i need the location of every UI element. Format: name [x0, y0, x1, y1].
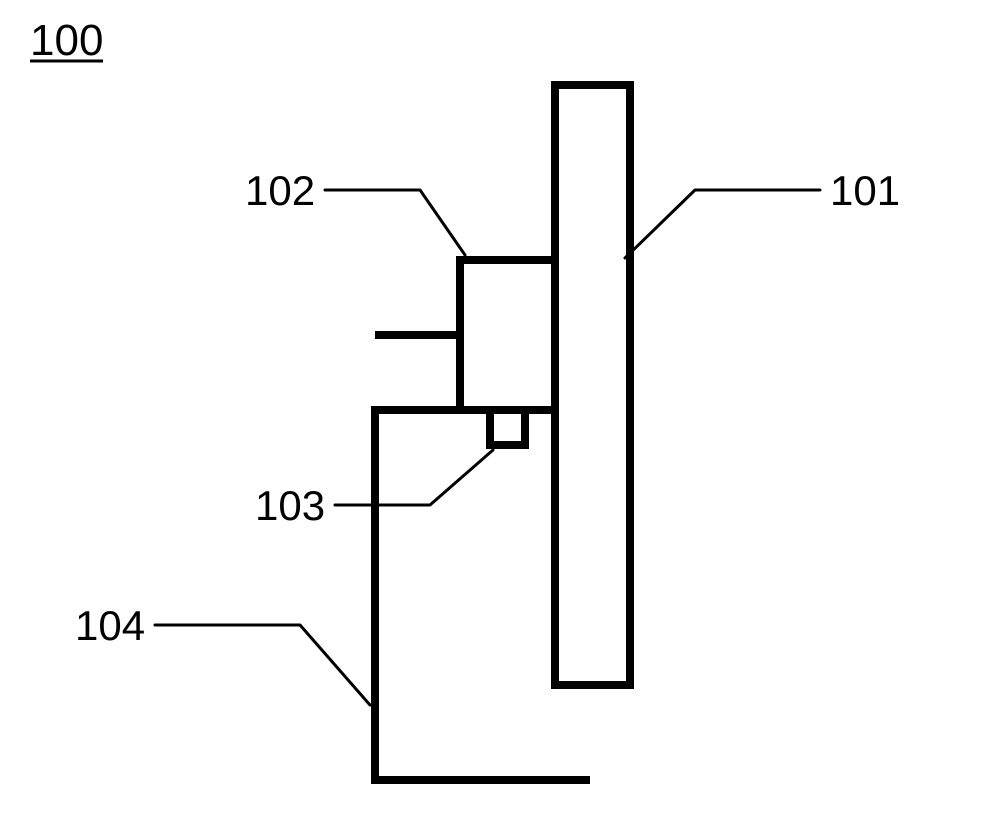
callout-label-101: 101 — [830, 167, 900, 214]
technical-diagram: 101 102 103 104 100 — [0, 0, 993, 819]
figure-number: 100 — [30, 16, 103, 65]
callout-label-103: 103 — [255, 482, 325, 529]
callout-label-104: 104 — [75, 602, 145, 649]
callout-label-102: 102 — [245, 167, 315, 214]
